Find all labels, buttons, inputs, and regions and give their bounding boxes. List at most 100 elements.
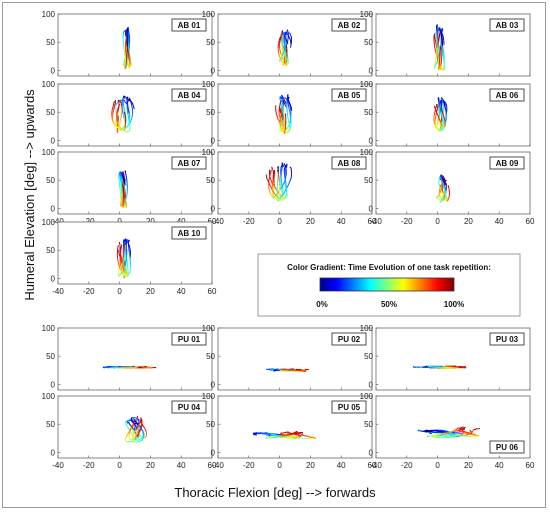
y-tick-label: 0 [211, 136, 216, 145]
x-tick-label: -20 [83, 461, 95, 470]
panel-label-box [489, 332, 525, 346]
y-tick-label: 0 [211, 380, 216, 389]
trajectories [111, 95, 135, 133]
trajectory-segment [285, 431, 289, 433]
trajectory-segment [450, 434, 455, 437]
x-tick-label: 60 [526, 217, 535, 226]
legend: Color Gradient: Time Evolution of one ta… [257, 253, 521, 317]
panel-label-box [171, 332, 207, 346]
x-tick-label: 40 [177, 287, 186, 296]
trajectory-segment [465, 435, 470, 437]
panel-label: PU 06 [496, 443, 519, 452]
x-tick-label: -20 [83, 217, 95, 226]
trajectory-segment [140, 424, 143, 429]
panel-ab-05: 0 50 100 AB 05 [202, 80, 373, 147]
y-tick-label: 0 [369, 448, 374, 457]
x-tick-label: -20 [401, 461, 413, 470]
trajectories [412, 365, 467, 370]
x-tick-label: 20 [306, 217, 315, 226]
panel-label-box [171, 400, 207, 414]
x-tick-label: 0 [435, 217, 440, 226]
y-tick-label: 0 [51, 136, 56, 145]
trajectories [265, 162, 293, 202]
y-tick-label: 0 [211, 204, 216, 213]
x-tick-label: 60 [526, 461, 535, 470]
y-tick-label: 50 [206, 38, 215, 47]
trajectory-segment [443, 432, 449, 435]
x-tick-label: 60 [208, 287, 217, 296]
trajectory-segment [132, 103, 135, 108]
trajectory-segment [434, 430, 439, 432]
panel-ab-08: -40 -20 0 20 40 60 0 50 100 AB 08 [202, 148, 377, 226]
x-tick-label: 0 [117, 217, 122, 226]
trajectories [417, 426, 480, 439]
x-tick-label: -20 [243, 461, 255, 470]
y-tick-label: 0 [369, 380, 374, 389]
panel-label: AB 09 [496, 159, 519, 168]
x-tick-label: 0 [117, 287, 122, 296]
trajectories [275, 94, 293, 135]
x-tick-label: 20 [464, 217, 473, 226]
panel-ab-02: 0 50 100 AB 02 [202, 10, 373, 77]
x-tick-label: 0 [435, 461, 440, 470]
panel-label: AB 06 [496, 91, 519, 100]
y-tick-label: 100 [202, 324, 216, 333]
y-tick-label: 100 [360, 392, 374, 401]
trajectory-segment [462, 365, 466, 368]
panel-label-box [171, 88, 207, 102]
legend-tick-50: 50% [381, 300, 397, 309]
panel-label-box [171, 156, 207, 170]
x-tick-label: 0 [277, 461, 282, 470]
x-tick-label: -40 [52, 287, 64, 296]
trajectories [116, 238, 131, 279]
trajectories [277, 29, 292, 67]
legend-colorbar [319, 277, 455, 292]
x-tick-label: 20 [146, 217, 155, 226]
panel-label: AB 03 [496, 21, 519, 30]
y-tick-label: 50 [206, 420, 215, 429]
y-tick-label: 50 [206, 108, 215, 117]
panel-ab-03: 0 50 100 AB 03 [360, 10, 531, 77]
y-tick-label: 100 [360, 148, 374, 157]
x-tick-label: 40 [495, 217, 504, 226]
x-tick-label: 0 [117, 461, 122, 470]
y-tick-label: 0 [369, 136, 374, 145]
panel-pu-03: 0 50 100 PU 03 [360, 324, 531, 391]
trajectories [436, 174, 450, 204]
x-tick-label: 40 [495, 461, 504, 470]
panel-label-box [331, 332, 367, 346]
y-tick-label: 100 [42, 392, 56, 401]
panel-label: AB 02 [338, 21, 361, 30]
y-tick-label: 0 [369, 204, 374, 213]
trajectory-segment [120, 258, 122, 263]
y-tick-label: 100 [202, 80, 216, 89]
x-tick-label: -40 [370, 217, 382, 226]
panel-label: AB 10 [178, 229, 201, 238]
panel-label: PU 04 [178, 403, 201, 412]
x-tick-label: 60 [368, 217, 377, 226]
panel-label-box [331, 18, 367, 32]
trajectory-segment [269, 185, 273, 190]
y-tick-label: 50 [46, 176, 55, 185]
trajectory-segment [447, 185, 450, 188]
y-tick-label: 100 [42, 80, 56, 89]
panel-label-box [171, 18, 207, 32]
y-tick-label: 100 [360, 80, 374, 89]
x-tick-label: 20 [146, 287, 155, 296]
trajectories [122, 27, 132, 70]
y-tick-label: 50 [206, 176, 215, 185]
trajectory-segment [283, 189, 287, 194]
panel-label: PU 03 [496, 335, 519, 344]
y-tick-label: 0 [51, 204, 56, 213]
trajectory-segment [117, 260, 120, 265]
y-tick-label: 100 [42, 218, 56, 227]
y-tick-label: 100 [360, 10, 374, 19]
panel-label-box [489, 440, 525, 454]
x-tick-label: -40 [212, 217, 224, 226]
x-tick-label: 60 [368, 461, 377, 470]
trajectory-segment [440, 433, 445, 435]
